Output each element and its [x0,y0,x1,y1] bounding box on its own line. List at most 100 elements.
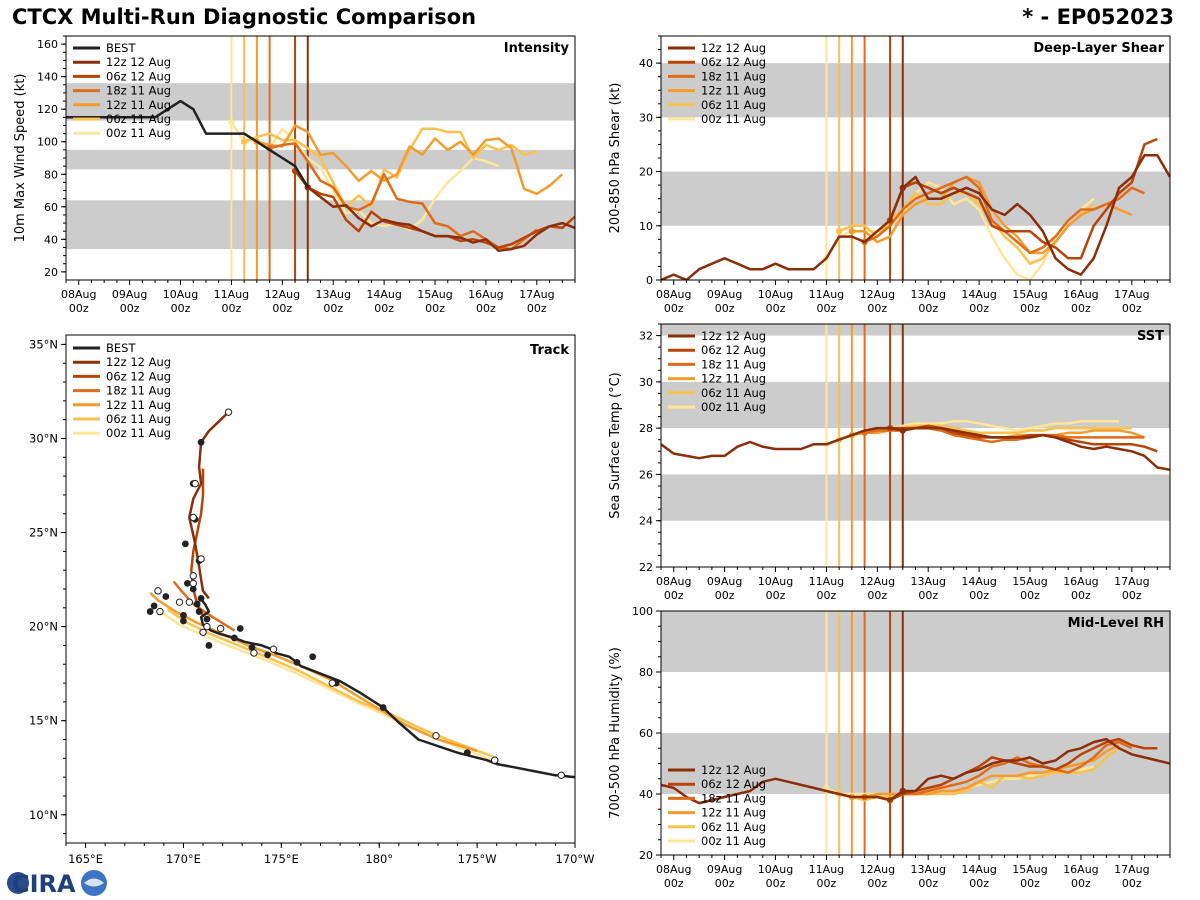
x-tick-label: 00z [918,302,938,315]
series-line-12z-12-aug [901,154,1170,276]
cira-logo-text: CIRA [12,870,76,898]
init-point-06z-11-aug [835,228,843,235]
series-group [661,737,1170,805]
x-tick-label: 00z [969,302,989,315]
track-marker-filled [309,653,317,661]
track-marker-filled [180,617,187,625]
x-tick-label: 00z [918,589,938,602]
x-tick-label: 17Aug [519,288,554,301]
track-marker-open [189,513,197,522]
track-marker-filled [230,634,238,642]
x-tick-label: 00z [918,877,938,890]
x-tick-label: 00z [272,302,292,315]
track-marker-filled [197,438,205,446]
track-line-12z-11-aug [149,591,478,753]
x-tick-label: 11Aug [809,575,844,588]
x-tick-label: 13Aug [910,288,945,301]
x-tick-label: 08Aug [656,863,691,876]
y-tick-label: 20°N [29,620,58,634]
series-line-12z-12-aug [307,186,575,252]
legend-label: 18z 11 Aug [106,384,171,398]
track-marker-filled [193,600,201,608]
panel-title: Track [530,343,569,358]
track-marker-filled [182,540,189,548]
x-tick-label: 00z [766,302,786,315]
x-tick-label: 00z [867,589,887,602]
track-marker-open [557,771,565,779]
x-tick-label: 08Aug [656,288,691,301]
track-marker-open [189,579,197,588]
track-marker-open [269,645,278,653]
legend-label: 06z 11 Aug [701,98,766,112]
x-tick-label: 00z [817,302,837,315]
x-tick-label: 08Aug [656,575,691,588]
band [661,324,1170,336]
x-tick-label: 00z [867,302,887,315]
y-tick-label: 40 [639,788,653,801]
x-tick-label: 170°E [166,852,201,866]
x-tick-label: 00z [969,877,989,890]
x-tick-label: 175°W [458,852,497,866]
legend-label: BEST [106,41,136,55]
x-tick-label: 170°W [555,852,594,866]
init-point-06z-11-aug [240,138,248,145]
page-title: CTCX Multi-Run Diagnostic Comparison [12,5,477,29]
track-marker-filled [162,593,170,600]
legend-label: 12z 11 Aug [106,398,171,412]
track-marker-filled [463,749,471,757]
x-tick-label: 14Aug [961,863,996,876]
legend-label: 12z 11 Aug [701,372,766,386]
series-group [661,419,1170,472]
x-tick-label: 14Aug [961,575,996,588]
track-marker-filled [195,608,203,615]
track-marker-open [154,587,162,595]
y-tick-label: 160 [37,38,58,51]
x-tick-label: 00z [867,877,887,890]
x-tick-label: 14Aug [366,288,401,301]
x-tick-label: 17Aug [1114,575,1149,588]
x-tick-label: 09Aug [707,575,742,588]
series-line-06z-12-aug [888,137,1158,260]
legend-label: 18z 11 Aug [701,791,766,805]
x-tick-label: 00z [715,302,735,315]
y-tick-label: 60 [639,727,653,740]
y-axis-label: 10m Max Wind Speed (kt) [13,74,28,243]
x-tick-label: 15Aug [1012,288,1047,301]
cira-logo-globe-icon [7,872,29,894]
x-tick-label: 00z [1071,302,1091,315]
y-tick-label: 35°N [29,337,58,351]
x-tick-label: 00z [1020,589,1040,602]
x-tick-label: 165°E [68,852,103,866]
y-tick-label: 26 [639,468,653,481]
legend-label: 12z 11 Aug [701,806,766,820]
x-tick-label: 00z [715,877,735,890]
x-tick-label: 09Aug [707,863,742,876]
track-marker-open [328,679,336,687]
track-marker-filled [189,585,197,593]
x-tick-label: 00z [715,589,735,602]
y-tick-label: 22 [639,561,653,574]
legend-label: 06z 11 Aug [701,386,766,400]
init-point-12z-11-aug [848,228,856,235]
legend-label: 18z 11 Aug [701,69,766,83]
x-tick-label: 10Aug [758,575,793,588]
series-line-06z-11-aug [243,127,538,209]
x-tick-label: 00z [766,877,786,890]
series-line-12z-11-aug [851,744,1120,799]
series-line-18z-11-aug [864,740,1133,802]
track-marker-filled [205,642,213,649]
legend-label: BEST [106,341,136,355]
legend-label: 00z 11 Aug [701,112,766,126]
track-marker-filled [197,595,205,602]
x-tick-label: 17Aug [1114,863,1149,876]
x-tick-label: 13Aug [910,863,945,876]
track-marker-filled [293,658,301,666]
panel-title: Mid-Level RH [1068,616,1164,631]
y-axis-label: 700-500 hPa Humidity (%) [608,647,623,819]
legend-label: 12z 12 Aug [701,763,766,777]
legend-label: 06z 12 Aug [106,369,171,383]
x-tick-label: 10Aug [163,288,198,301]
y-tick-label: 80 [639,666,653,679]
legend-label: 06z 11 Aug [106,412,171,426]
x-tick-label: 00z [171,302,191,315]
